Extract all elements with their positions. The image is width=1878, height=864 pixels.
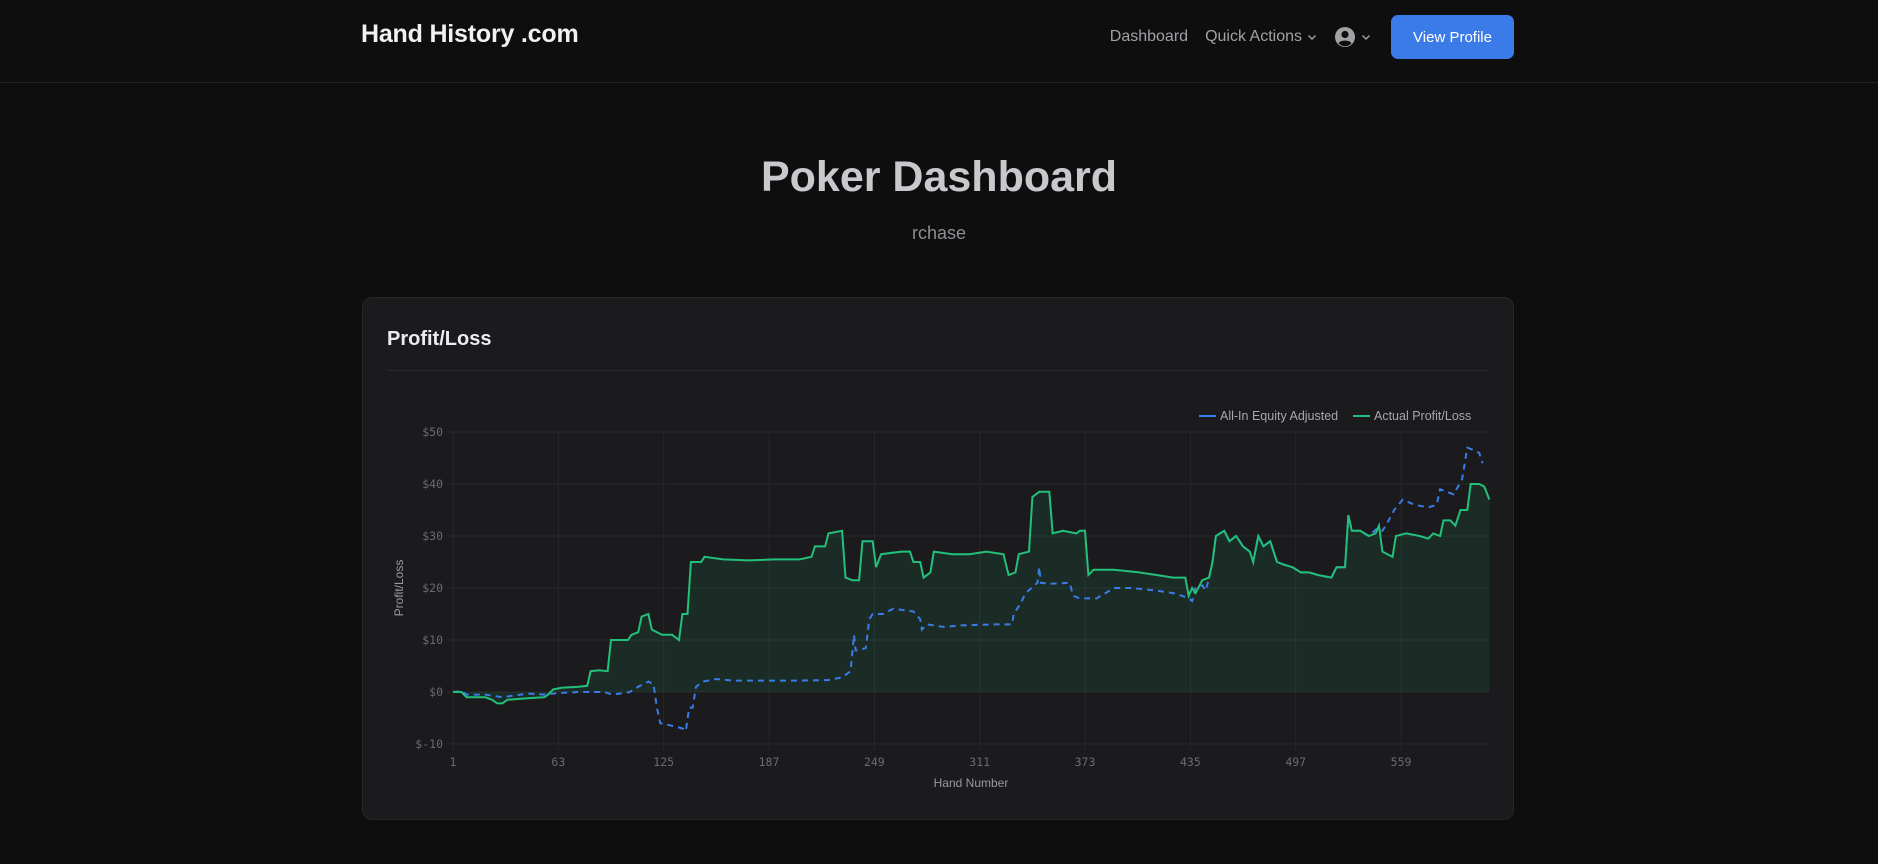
view-profile-button[interactable]: View Profile [1391, 15, 1514, 59]
legend-label-actual: Actual Profit/Loss [1374, 409, 1471, 423]
brand-logo[interactable]: Hand History .com [361, 20, 579, 48]
x-tick-label: 497 [1285, 755, 1306, 769]
nav-link-label: Dashboard [1109, 28, 1189, 45]
y-axis-ticks: $50 $40 $30 $20 $10 $0 $-10 [415, 425, 443, 751]
navbar: Hand History .com Dashboard Quick Action… [0, 0, 1878, 83]
y-tick-label: $0 [429, 685, 443, 699]
nav-link-label: Quick Actions [1205, 28, 1302, 45]
y-tick-label: $50 [422, 425, 443, 439]
y-tick-label: $-10 [415, 737, 443, 751]
chart-legend: All-In Equity Adjusted Actual Profit/Los… [1199, 409, 1471, 423]
chevron-down-icon [1308, 35, 1316, 40]
nav-link-quick-actions[interactable]: Quick Actions [1205, 28, 1317, 46]
x-tick-label: 125 [653, 755, 674, 769]
actual-area-fill [453, 484, 1490, 704]
x-tick-label: 249 [864, 755, 885, 769]
x-tick-label: 559 [1391, 755, 1412, 769]
profit-loss-card: Profit/Loss $50 $40 $30 $20 $10 $0 $-10 1 63 125… [362, 297, 1514, 820]
card-divider [387, 370, 1489, 371]
profit-loss-chart[interactable]: $50 $40 $30 $20 $10 $0 $-10 1 63 125 187 249 311 373… [363, 298, 1515, 821]
equity-adjusted-line [452, 446, 1484, 733]
y-tick-label: $10 [422, 633, 443, 647]
legend-label-equity: All-In Equity Adjusted [1220, 409, 1338, 423]
card-title: Profit/Loss [387, 328, 492, 350]
chevron-down-icon [1362, 35, 1370, 40]
actual-profit-line [453, 483, 1491, 705]
nav-link-dashboard[interactable]: Dashboard [1110, 28, 1188, 46]
x-axis-ticks: 1 63 125 187 249 311 373 435 497 559 [450, 755, 1412, 769]
x-tick-label: 373 [1075, 755, 1096, 769]
x-axis-label: Hand Number [934, 776, 1009, 790]
page-title: Poker Dashboard [760, 153, 1118, 201]
y-axis-label: Profit/Loss [392, 560, 406, 617]
user-menu[interactable] [1334, 26, 1371, 48]
x-tick-label: 187 [759, 755, 780, 769]
y-tick-label: $40 [422, 477, 443, 491]
x-tick-label: 311 [969, 755, 990, 769]
x-tick-label: 435 [1180, 755, 1201, 769]
user-circle-icon [1335, 27, 1355, 47]
nav-right: Dashboard Quick Actions View Profile [1110, 15, 1514, 59]
legend-item-equity[interactable]: All-In Equity Adjusted [1199, 409, 1338, 423]
x-tick-label: 1 [450, 755, 457, 769]
username: rchase [911, 223, 967, 243]
y-tick-label: $30 [422, 529, 443, 543]
y-tick-label: $20 [422, 581, 443, 595]
legend-item-actual[interactable]: Actual Profit/Loss [1353, 409, 1471, 423]
chart-grid [447, 431, 1490, 750]
x-tick-label: 63 [551, 755, 565, 769]
